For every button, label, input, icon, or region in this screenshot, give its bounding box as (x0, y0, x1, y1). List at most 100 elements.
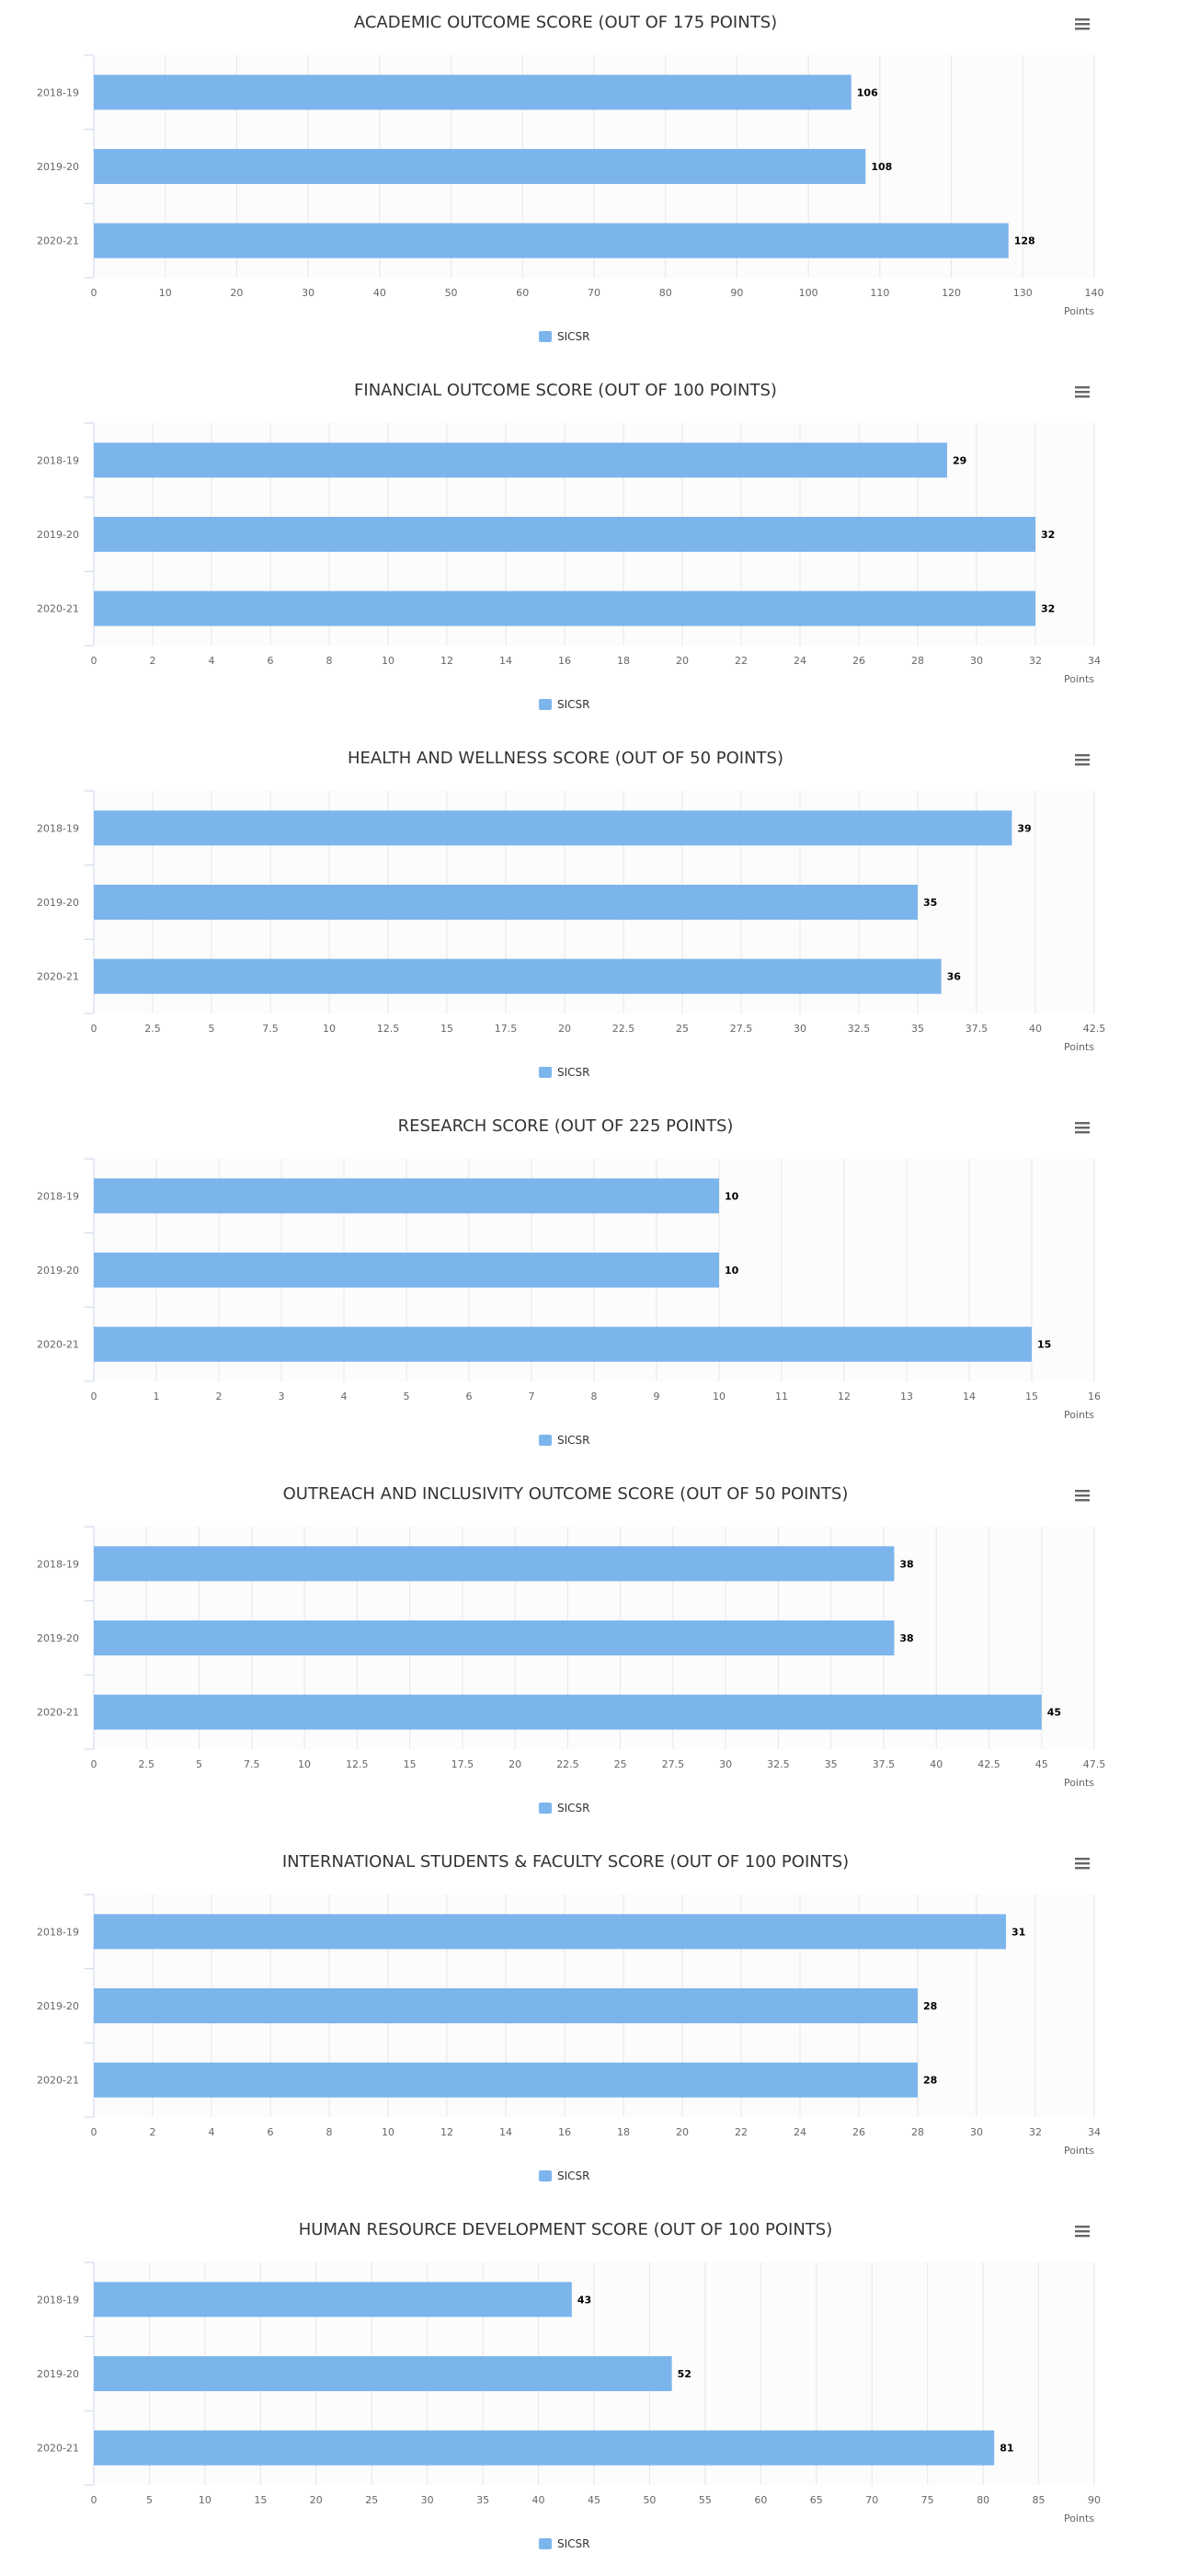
legend-item[interactable]: SICSR (539, 1066, 590, 1079)
x-tick-label: 26 (852, 655, 865, 667)
menu-line (1075, 1122, 1090, 1125)
x-tick-label: 75 (921, 2494, 934, 2506)
x-tick-label: 7.5 (244, 1758, 260, 1770)
category-label: 2018-19 (37, 1558, 79, 1570)
x-tick-label: 32 (1029, 2126, 1042, 2138)
menu-line (1075, 28, 1090, 30)
bar[interactable] (94, 1620, 895, 1655)
hamburger-menu-icon[interactable] (1069, 1852, 1095, 1874)
x-tick-label: 1 (154, 1391, 160, 1402)
bar[interactable] (94, 74, 851, 110)
bar[interactable] (94, 1988, 918, 2023)
x-tick-label: 16 (558, 2126, 571, 2138)
bar-chart: RESEARCH SCORE (OUT OF 225 POINTS)0 1 2 3 4 5… (37, 1116, 1101, 1447)
legend-item[interactable]: SICSR (539, 698, 590, 711)
x-tick-label: 16 (558, 655, 571, 667)
x-tick-label: 16 (1088, 1391, 1101, 1402)
x-tick-label: 45 (588, 2494, 600, 2506)
hamburger-menu-icon[interactable] (1069, 2220, 1095, 2242)
x-tick-label: 20 (676, 655, 689, 667)
legend-item[interactable]: SICSR (539, 2170, 590, 2182)
bar[interactable] (94, 1546, 895, 1582)
legend-swatch (539, 1067, 552, 1078)
bar[interactable] (94, 1178, 719, 1214)
data-label: 108 (871, 161, 892, 173)
chart-block: INTERNATIONAL STUDENTS & FACULTY SCORE (… (0, 1839, 1200, 2207)
bar[interactable] (94, 1326, 1032, 1362)
legend-item[interactable]: SICSR (539, 1802, 590, 1815)
category-label: 2019-20 (37, 1265, 79, 1277)
x-tick-label: 110 (870, 287, 889, 299)
bar[interactable] (94, 2430, 995, 2466)
x-tick-label: 2 (150, 2126, 156, 2138)
data-label: 38 (899, 1558, 913, 1570)
bar[interactable] (94, 149, 866, 184)
legend-item[interactable]: SICSR (539, 330, 590, 343)
bar-chart: ACADEMIC OUTCOME SCORE (OUT OF 175 POINT… (37, 13, 1103, 343)
x-tick-label: 0 (91, 655, 97, 667)
x-tick-label: 45 (1035, 1758, 1048, 1770)
x-tick-label: 20 (509, 1758, 521, 1770)
legend-label: SICSR (557, 1434, 590, 1447)
category-label: 2020-21 (37, 971, 79, 983)
x-tick-label: 37.5 (966, 1023, 989, 1035)
legend-item[interactable]: SICSR (539, 2537, 590, 2550)
x-tick-label: 10 (713, 1391, 726, 1402)
menu-line (1075, 386, 1090, 389)
x-tick-label: 4 (209, 2126, 215, 2138)
hamburger-menu-icon[interactable] (1069, 1116, 1095, 1139)
x-tick-label: 11 (775, 1391, 788, 1402)
x-tick-label: 10 (382, 2126, 394, 2138)
bar[interactable] (94, 885, 918, 920)
bar[interactable] (94, 2282, 572, 2318)
bar[interactable] (94, 2356, 672, 2391)
hamburger-menu-icon[interactable] (1069, 13, 1095, 35)
menu-line (1075, 1858, 1090, 1860)
hamburger-menu-icon[interactable] (1069, 381, 1095, 403)
bar[interactable] (94, 1914, 1006, 1950)
data-label: 106 (857, 86, 878, 98)
x-tick-label: 65 (810, 2494, 823, 2506)
x-tick-label: 28 (911, 655, 924, 667)
bar-chart: FINANCIAL OUTCOME SCORE (OUT OF 100 POIN… (37, 381, 1101, 711)
x-tick-label: 0 (91, 2494, 97, 2506)
menu-line (1075, 23, 1090, 26)
legend-item[interactable]: SICSR (539, 1434, 590, 1447)
data-label: 32 (1041, 603, 1055, 615)
x-tick-label: 34 (1088, 2126, 1101, 2138)
data-label: 45 (1047, 1707, 1061, 1719)
x-tick-label: 14 (499, 655, 512, 667)
x-tick-label: 35 (825, 1758, 838, 1770)
x-tick-label: 32 (1029, 655, 1042, 667)
hamburger-menu-icon[interactable] (1069, 1484, 1095, 1506)
x-tick-label: 60 (516, 287, 529, 299)
bar[interactable] (94, 590, 1035, 626)
x-tick-label: 9 (654, 1391, 660, 1402)
x-tick-label: 14 (963, 1391, 976, 1402)
x-tick-label: 6 (268, 2126, 274, 2138)
x-tick-label: 6 (466, 1391, 473, 1402)
x-tick-label: 17.5 (495, 1023, 518, 1035)
bar[interactable] (94, 442, 947, 478)
x-tick-label: 10 (298, 1758, 311, 1770)
x-tick-label: 8 (326, 2126, 333, 2138)
chart-block: HEALTH AND WELLNESS SCORE (OUT OF 50 POI… (0, 736, 1200, 1104)
x-tick-label: 10 (382, 655, 394, 667)
data-label: 10 (725, 1190, 739, 1202)
bar[interactable] (94, 223, 1009, 258)
bar[interactable] (94, 517, 1035, 552)
x-tick-label: 20 (310, 2494, 323, 2506)
x-tick-label: 12 (838, 1391, 851, 1402)
legend-label: SICSR (557, 330, 590, 343)
bar[interactable] (94, 810, 1012, 846)
x-tick-label: 10 (323, 1023, 336, 1035)
chart-title: ACADEMIC OUTCOME SCORE (OUT OF 175 POINT… (354, 13, 777, 32)
bar[interactable] (94, 958, 942, 994)
hamburger-menu-icon[interactable] (1069, 749, 1095, 771)
x-tick-label: 8 (326, 655, 333, 667)
data-label: 32 (1041, 529, 1055, 541)
bar[interactable] (94, 1694, 1042, 1730)
bar[interactable] (94, 1253, 719, 1288)
x-tick-label: 20 (676, 2126, 689, 2138)
bar[interactable] (94, 2062, 918, 2098)
